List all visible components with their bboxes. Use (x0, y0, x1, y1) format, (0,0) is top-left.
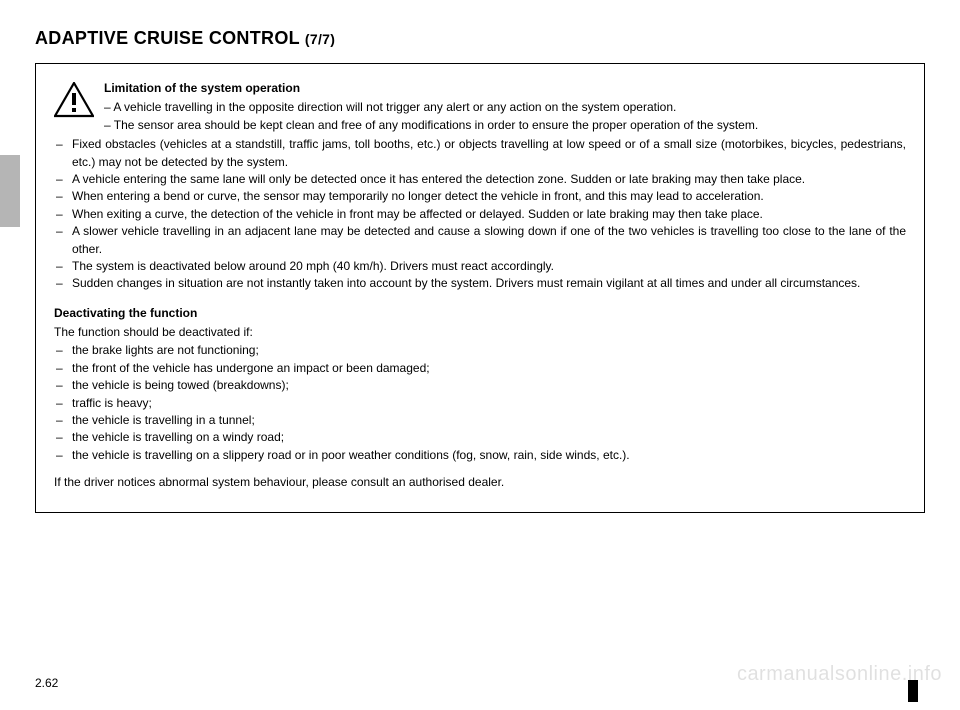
list-item: Sudden changes in situation are not inst… (54, 275, 906, 292)
title-text: ADAPTIVE CRUISE CONTROL (35, 28, 300, 48)
deactivate-outro: If the driver notices abnormal system be… (54, 474, 906, 491)
warning-line2: – The sensor area should be kept clean a… (104, 117, 906, 134)
page-title: ADAPTIVE CRUISE CONTROL (7/7) (35, 28, 925, 49)
warning-icon (54, 82, 94, 118)
content-box: Limitation of the system operation – A v… (35, 63, 925, 513)
list-item: the front of the vehicle has undergone a… (54, 360, 906, 377)
list-item: the vehicle is travelling on a slippery … (54, 447, 906, 464)
limitation-heading: Limitation of the system operation (104, 80, 906, 97)
list-item: the vehicle is being towed (breakdowns); (54, 377, 906, 394)
deactivate-heading: Deactivating the function (54, 305, 906, 322)
list-item: the vehicle is travelling in a tunnel; (54, 412, 906, 429)
list-item: traffic is heavy; (54, 395, 906, 412)
list-item: A slower vehicle travelling in an adjace… (54, 223, 906, 258)
corner-mark (908, 680, 918, 702)
list-item: When exiting a curve, the detection of t… (54, 206, 906, 223)
header-text-block: Limitation of the system operation – A v… (104, 80, 906, 134)
page-number: 2.62 (35, 676, 58, 690)
list-item: When entering a bend or curve, the senso… (54, 188, 906, 205)
list-item: the vehicle is travelling on a windy roa… (54, 429, 906, 446)
list-item: Fixed obstacles (vehicles at a standstil… (54, 136, 906, 171)
deactivate-list: the brake lights are not functioning; th… (54, 342, 906, 464)
side-tab (0, 155, 20, 227)
limitation-header: Limitation of the system operation – A v… (54, 80, 906, 134)
deactivate-intro: The function should be deactivated if: (54, 324, 906, 341)
list-item: A vehicle entering the same lane will on… (54, 171, 906, 188)
limitations-list: Fixed obstacles (vehicles at a standstil… (54, 136, 906, 293)
list-item: the brake lights are not functioning; (54, 342, 906, 359)
page-counter: (7/7) (305, 31, 335, 47)
list-item: The system is deactivated below around 2… (54, 258, 906, 275)
warning-line1: – A vehicle travelling in the opposite d… (104, 99, 906, 116)
